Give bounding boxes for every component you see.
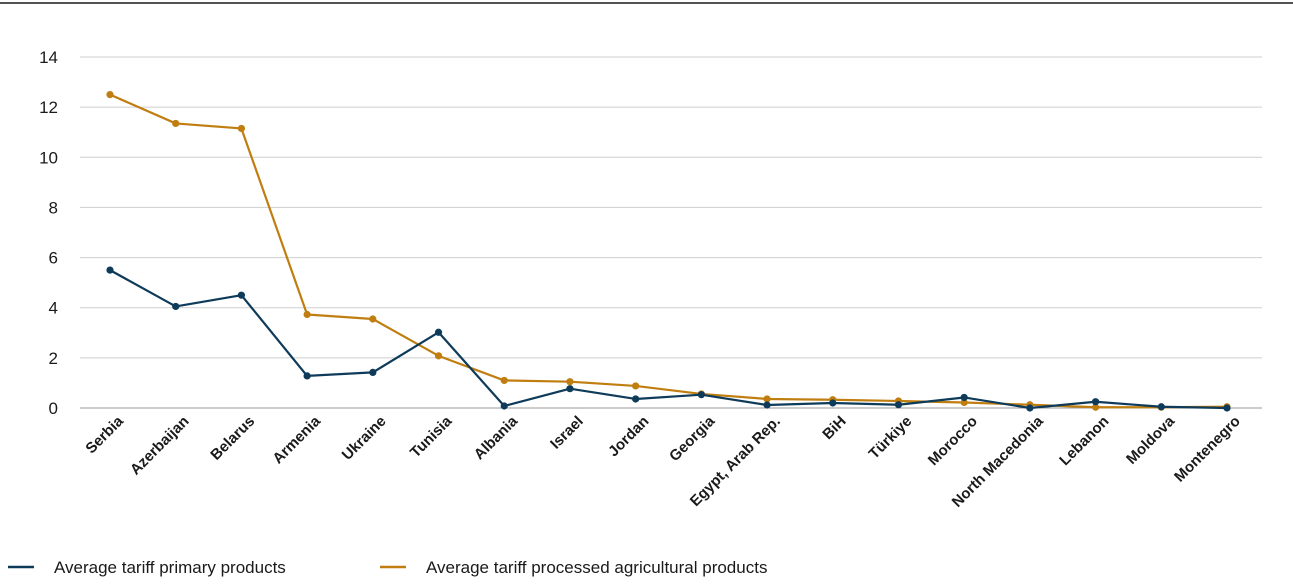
y-tick-label: 6 — [49, 249, 58, 268]
x-tick-label: Türkiye — [866, 413, 916, 463]
data-point — [369, 315, 377, 323]
series-group — [106, 91, 1231, 412]
x-axis-ticks: Serbia Azerbaijan Belarus Armenia Ukraine Tun… — [82, 412, 1243, 511]
data-point — [763, 395, 771, 403]
data-point — [1223, 404, 1231, 412]
data-point — [697, 391, 705, 399]
x-tick-label: Moldova — [1123, 412, 1179, 468]
y-tick-label: 2 — [49, 349, 58, 368]
data-point — [960, 393, 968, 402]
x-tick-label: Jordan — [605, 413, 652, 460]
x-tick-label: Israel — [547, 413, 587, 453]
data-point — [763, 401, 771, 409]
legend-label: Average tariff primary products — [54, 558, 286, 577]
data-point — [303, 310, 311, 319]
x-tick-label: Georgia — [666, 412, 719, 465]
x-tick-label: Montenegro — [1171, 413, 1244, 486]
y-tick-label: 8 — [49, 198, 58, 217]
data-point — [1091, 403, 1100, 411]
x-tick-label: Lebanon — [1056, 413, 1112, 469]
data-point — [500, 376, 508, 385]
x-tick-label: Armenia — [269, 412, 324, 467]
data-point — [369, 368, 377, 376]
data-point — [106, 91, 114, 99]
legend-label: Average tariff processed agricultural pr… — [426, 558, 767, 577]
x-tick-label: Serbia — [82, 412, 127, 457]
data-point — [1026, 404, 1034, 412]
y-tick-label: 4 — [49, 299, 58, 318]
data-point — [1091, 398, 1100, 406]
y-tick-label: 14 — [39, 48, 58, 67]
y-tick-label: 10 — [39, 148, 58, 167]
x-tick-label: Tunisia — [407, 412, 456, 461]
x-tick-label: BiH — [819, 413, 849, 443]
y-tick-label: 12 — [39, 98, 58, 117]
x-tick-label: Morocco — [925, 413, 981, 469]
data-point — [632, 395, 640, 403]
data-point — [172, 119, 180, 128]
data-point — [434, 352, 443, 360]
data-point — [500, 402, 508, 410]
data-point — [829, 399, 837, 407]
data-point — [303, 372, 311, 380]
data-point — [894, 401, 903, 409]
series-line — [109, 269, 1228, 410]
data-point — [237, 124, 246, 133]
series-line — [109, 93, 1228, 409]
x-tick-label: Albania — [471, 412, 522, 463]
data-point — [106, 266, 114, 274]
data-point — [566, 378, 574, 386]
data-point — [632, 382, 640, 390]
x-tick-label: Belarus — [207, 413, 258, 464]
gridlines — [80, 56, 1262, 409]
data-point — [960, 398, 968, 407]
data-point — [1157, 403, 1165, 411]
data-point — [566, 385, 574, 393]
data-point — [237, 291, 246, 299]
x-tick-label: Ukraine — [339, 413, 390, 464]
data-point — [172, 302, 180, 311]
y-axis-ticks: 0 2 4 6 8 10 12 14 — [39, 48, 58, 418]
legend: Average tariff primary products Average t… — [8, 558, 767, 577]
data-point — [434, 328, 443, 336]
x-tick-label: Azerbaijan — [127, 413, 193, 479]
y-tick-label: 0 — [49, 399, 58, 418]
